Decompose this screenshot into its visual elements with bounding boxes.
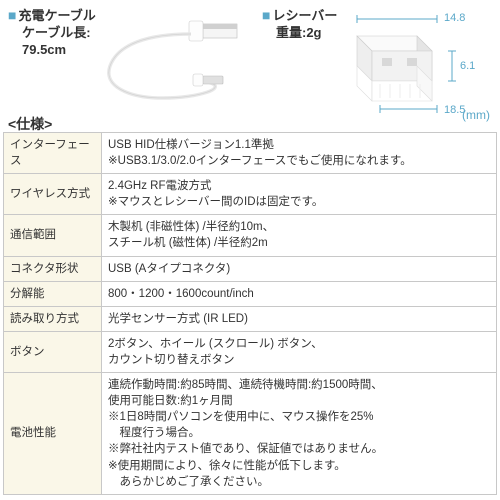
table-row: 分解能800・1200・1600count/inch — [4, 281, 497, 306]
spec-value: 2.4GHz RF電波方式※マウスとレシーバー間のIDは固定です。 — [102, 174, 497, 215]
table-row: インターフェースUSB HID仕様バージョン1.1準拠※USB3.1/3.0/2… — [4, 133, 497, 174]
receiver-info: ■レシーバー 重量:2g 14.8 — [262, 6, 492, 42]
table-row: コネクタ形状USB (Aタイプコネクタ) — [4, 256, 497, 281]
spec-tbody: インターフェースUSB HID仕様バージョン1.1準拠※USB3.1/3.0/2… — [4, 133, 497, 495]
mm-unit: (mm) — [462, 108, 490, 122]
receiver-weight: 重量:2g — [276, 25, 322, 40]
spec-label: ボタン — [4, 331, 102, 372]
spec-label: ワイヤレス方式 — [4, 174, 102, 215]
spec-label: インターフェース — [4, 133, 102, 174]
spec-value: 連続作動時間:約85時間、連続待機時間:約1500時間、使用可能日数:約1ヶ月間… — [102, 373, 497, 495]
cable-illustration — [88, 6, 253, 116]
receiver-title: レシーバー — [272, 8, 337, 23]
cable-title: 充電ケーブル — [18, 8, 95, 23]
spec-heading: <仕様> — [8, 114, 52, 134]
spec-label: 通信範囲 — [4, 215, 102, 256]
spec-value: 木製机 (非磁性体) /半径約10m、スチール机 (磁性体) /半径約2m — [102, 215, 497, 256]
spec-value: 光学センサー方式 (IR LED) — [102, 306, 497, 331]
table-row: ボタン2ボタン、ホイール (スクロール) ボタン、カウント切り替えボタン — [4, 331, 497, 372]
table-row: 電池性能連続作動時間:約85時間、連続待機時間:約1500時間、使用可能日数:約… — [4, 373, 497, 495]
top-product-section: ■充電ケーブル ケーブル長: 79.5cm ■レシーバー 重量:2g — [0, 0, 500, 132]
spec-value: 2ボタン、ホイール (スクロール) ボタン、カウント切り替えボタン — [102, 331, 497, 372]
spec-label: 読み取り方式 — [4, 306, 102, 331]
spec-label: 分解能 — [4, 281, 102, 306]
dim-width: 14.8 — [444, 12, 465, 24]
table-row: ワイヤレス方式2.4GHz RF電波方式※マウスとレシーバー間のIDは固定です。 — [4, 174, 497, 215]
spec-label: 電池性能 — [4, 373, 102, 495]
dim-height: 6.1 — [460, 60, 475, 72]
bullet-icon: ■ — [262, 7, 270, 23]
cable-info: ■充電ケーブル ケーブル長: 79.5cm — [8, 6, 248, 59]
spec-value: USB (Aタイプコネクタ) — [102, 256, 497, 281]
spec-value: USB HID仕様バージョン1.1準拠※USB3.1/3.0/2.0インターフェ… — [102, 133, 497, 174]
spec-label: コネクタ形状 — [4, 256, 102, 281]
cable-length-label: ケーブル長: — [22, 25, 91, 40]
bullet-icon: ■ — [8, 7, 16, 23]
table-row: 読み取り方式光学センサー方式 (IR LED) — [4, 306, 497, 331]
table-row: 通信範囲木製机 (非磁性体) /半径約10m、スチール机 (磁性体) /半径約2… — [4, 215, 497, 256]
spec-table: インターフェースUSB HID仕様バージョン1.1準拠※USB3.1/3.0/2… — [3, 132, 497, 495]
cable-length-value: 79.5cm — [22, 42, 66, 57]
spec-value: 800・1200・1600count/inch — [102, 281, 497, 306]
